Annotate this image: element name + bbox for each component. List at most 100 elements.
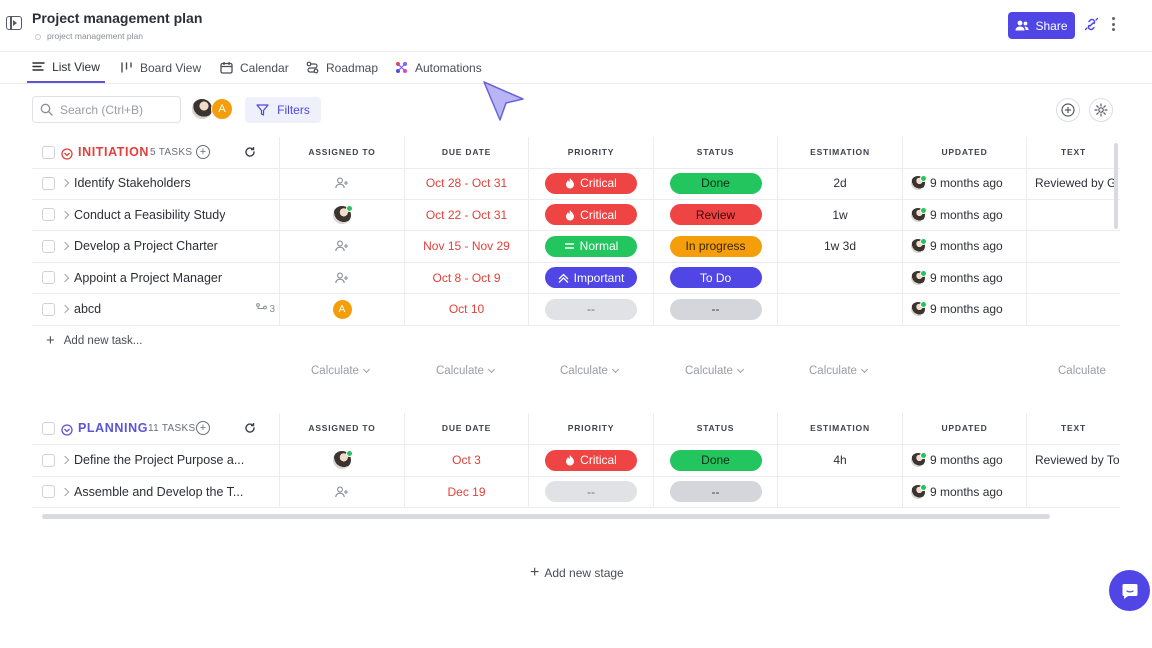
- assigned-cell[interactable]: [280, 445, 405, 476]
- task-name[interactable]: Conduct a Feasibility Study: [74, 207, 226, 222]
- add-stage-button[interactable]: + Add new stage: [530, 564, 624, 582]
- share-button[interactable]: Share: [1008, 12, 1075, 39]
- column-header[interactable]: ESTIMATION: [778, 137, 903, 168]
- assignee-avatar[interactable]: A: [332, 299, 352, 319]
- table-row[interactable]: abcd 3 A Oct 10 -- -- 9 months ago: [32, 294, 1120, 326]
- priority-cell[interactable]: Critical: [529, 199, 654, 230]
- estimation-cell[interactable]: [778, 294, 903, 325]
- column-header[interactable]: UPDATED: [903, 413, 1027, 444]
- status-cell[interactable]: --: [654, 294, 778, 325]
- add-task-plus-icon[interactable]: +: [196, 145, 210, 160]
- due-date[interactable]: Oct 10: [405, 294, 529, 325]
- priority-pill[interactable]: Important: [545, 267, 637, 289]
- column-header[interactable]: TEXT: [1061, 423, 1086, 434]
- task-checkbox[interactable]: [42, 271, 55, 285]
- priority-pill[interactable]: --: [545, 481, 637, 503]
- table-row[interactable]: Define the Project Purpose a... Oct 3 Crit…: [32, 445, 1120, 477]
- status-pill[interactable]: --: [669, 298, 762, 320]
- priority-cell[interactable]: Normal: [529, 231, 654, 262]
- add-assignee-icon[interactable]: [335, 177, 349, 189]
- chevron-right-icon[interactable]: [60, 273, 70, 282]
- refresh-icon[interactable]: [244, 146, 256, 158]
- task-checkbox[interactable]: [42, 176, 55, 190]
- tab-board-view[interactable]: Board View: [120, 52, 201, 83]
- estimation-cell[interactable]: 1w: [778, 199, 903, 230]
- chevron-right-icon[interactable]: [60, 305, 70, 314]
- assigned-cell[interactable]: [280, 262, 405, 293]
- assigned-cell[interactable]: A: [280, 294, 405, 325]
- assigned-cell[interactable]: [280, 231, 405, 262]
- link-icon[interactable]: [1084, 17, 1099, 32]
- task-checkbox[interactable]: [42, 302, 55, 316]
- status-pill[interactable]: In progress: [669, 235, 762, 257]
- task-checkbox[interactable]: [42, 239, 55, 253]
- status-cell[interactable]: Review: [654, 199, 778, 230]
- priority-pill[interactable]: Critical: [545, 449, 637, 471]
- chevron-right-icon[interactable]: [60, 210, 70, 219]
- column-header[interactable]: PRIORITY: [529, 137, 654, 168]
- chevron-right-icon[interactable]: [60, 179, 70, 188]
- status-pill[interactable]: Review: [669, 204, 762, 226]
- estimation-cell[interactable]: 2d: [778, 168, 903, 199]
- add-assignee-icon[interactable]: [335, 272, 349, 284]
- sidebar-toggle-icon[interactable]: [6, 16, 22, 30]
- task-name[interactable]: Define the Project Purpose a...: [74, 453, 245, 468]
- due-date[interactable]: Oct 28 - Oct 31: [405, 168, 529, 199]
- column-header[interactable]: ASSIGNED TO: [280, 137, 405, 168]
- assigned-cell[interactable]: [280, 476, 405, 507]
- task-name[interactable]: Appoint a Project Manager: [74, 270, 223, 285]
- stage-checkbox[interactable]: [42, 145, 55, 159]
- priority-pill[interactable]: Critical: [545, 172, 637, 194]
- text-cell[interactable]: Reviewed by G: [1035, 176, 1117, 191]
- text-cell[interactable]: [1027, 263, 1120, 294]
- text-cell[interactable]: [1027, 294, 1120, 325]
- task-checkbox[interactable]: [42, 453, 55, 467]
- text-cell[interactable]: [1027, 231, 1120, 262]
- estimation-cell[interactable]: [778, 262, 903, 293]
- add-task-button[interactable]: + Add new task...: [46, 332, 142, 349]
- tab-automations[interactable]: Automations: [395, 52, 482, 83]
- status-cell[interactable]: Done: [654, 445, 778, 476]
- task-checkbox[interactable]: [42, 485, 55, 499]
- priority-cell[interactable]: Important: [529, 262, 654, 293]
- add-task-plus-icon[interactable]: +: [196, 421, 210, 436]
- breadcrumb[interactable]: project management plan: [47, 31, 143, 41]
- status-pill[interactable]: --: [669, 481, 762, 503]
- due-date[interactable]: Oct 8 - Oct 9: [405, 262, 529, 293]
- status-cell[interactable]: In progress: [654, 231, 778, 262]
- text-cell[interactable]: [1027, 200, 1120, 231]
- calculate-dropdown[interactable]: Calculate: [685, 365, 744, 377]
- table-row[interactable]: Develop a Project Charter Nov 15 - Nov 29…: [32, 231, 1120, 263]
- task-name[interactable]: abcd: [74, 302, 102, 317]
- table-row[interactable]: Identify Stakeholders Oct 28 - Oct 31 Crit…: [32, 168, 1120, 200]
- priority-pill[interactable]: Critical: [545, 204, 637, 226]
- status-pill[interactable]: Done: [669, 449, 762, 471]
- add-column-button[interactable]: [1056, 98, 1080, 122]
- assignee-avatar[interactable]: [333, 204, 353, 224]
- column-header[interactable]: DUE DATE: [405, 413, 529, 444]
- priority-pill[interactable]: Normal: [545, 235, 637, 257]
- status-cell[interactable]: --: [654, 476, 778, 507]
- assignee-avatar[interactable]: [333, 450, 353, 470]
- text-cell[interactable]: Reviewed by To: [1035, 453, 1120, 468]
- add-assignee-icon[interactable]: [335, 486, 349, 498]
- due-date[interactable]: Oct 3: [405, 445, 529, 476]
- column-header[interactable]: PRIORITY: [529, 413, 654, 444]
- table-row[interactable]: Conduct a Feasibility Study Oct 22 - Oct …: [32, 199, 1120, 231]
- stage-checkbox[interactable]: [42, 421, 55, 435]
- column-header[interactable]: ASSIGNED TO: [280, 413, 405, 444]
- subtask-count[interactable]: 3: [255, 303, 275, 315]
- priority-cell[interactable]: Critical: [529, 168, 654, 199]
- due-date[interactable]: Dec 19: [405, 476, 529, 507]
- calculate-dropdown[interactable]: Calculate: [1058, 365, 1106, 377]
- column-header[interactable]: TEXT: [1061, 147, 1086, 158]
- text-cell[interactable]: [1027, 477, 1120, 508]
- avatar[interactable]: [191, 98, 213, 120]
- estimation-cell[interactable]: [778, 476, 903, 507]
- chevron-right-icon[interactable]: [60, 456, 70, 465]
- task-name[interactable]: Develop a Project Charter: [74, 239, 218, 254]
- due-date[interactable]: Nov 15 - Nov 29: [405, 231, 529, 262]
- estimation-cell[interactable]: 1w 3d: [778, 231, 903, 262]
- avatar[interactable]: A: [211, 98, 233, 120]
- priority-pill[interactable]: --: [545, 298, 637, 320]
